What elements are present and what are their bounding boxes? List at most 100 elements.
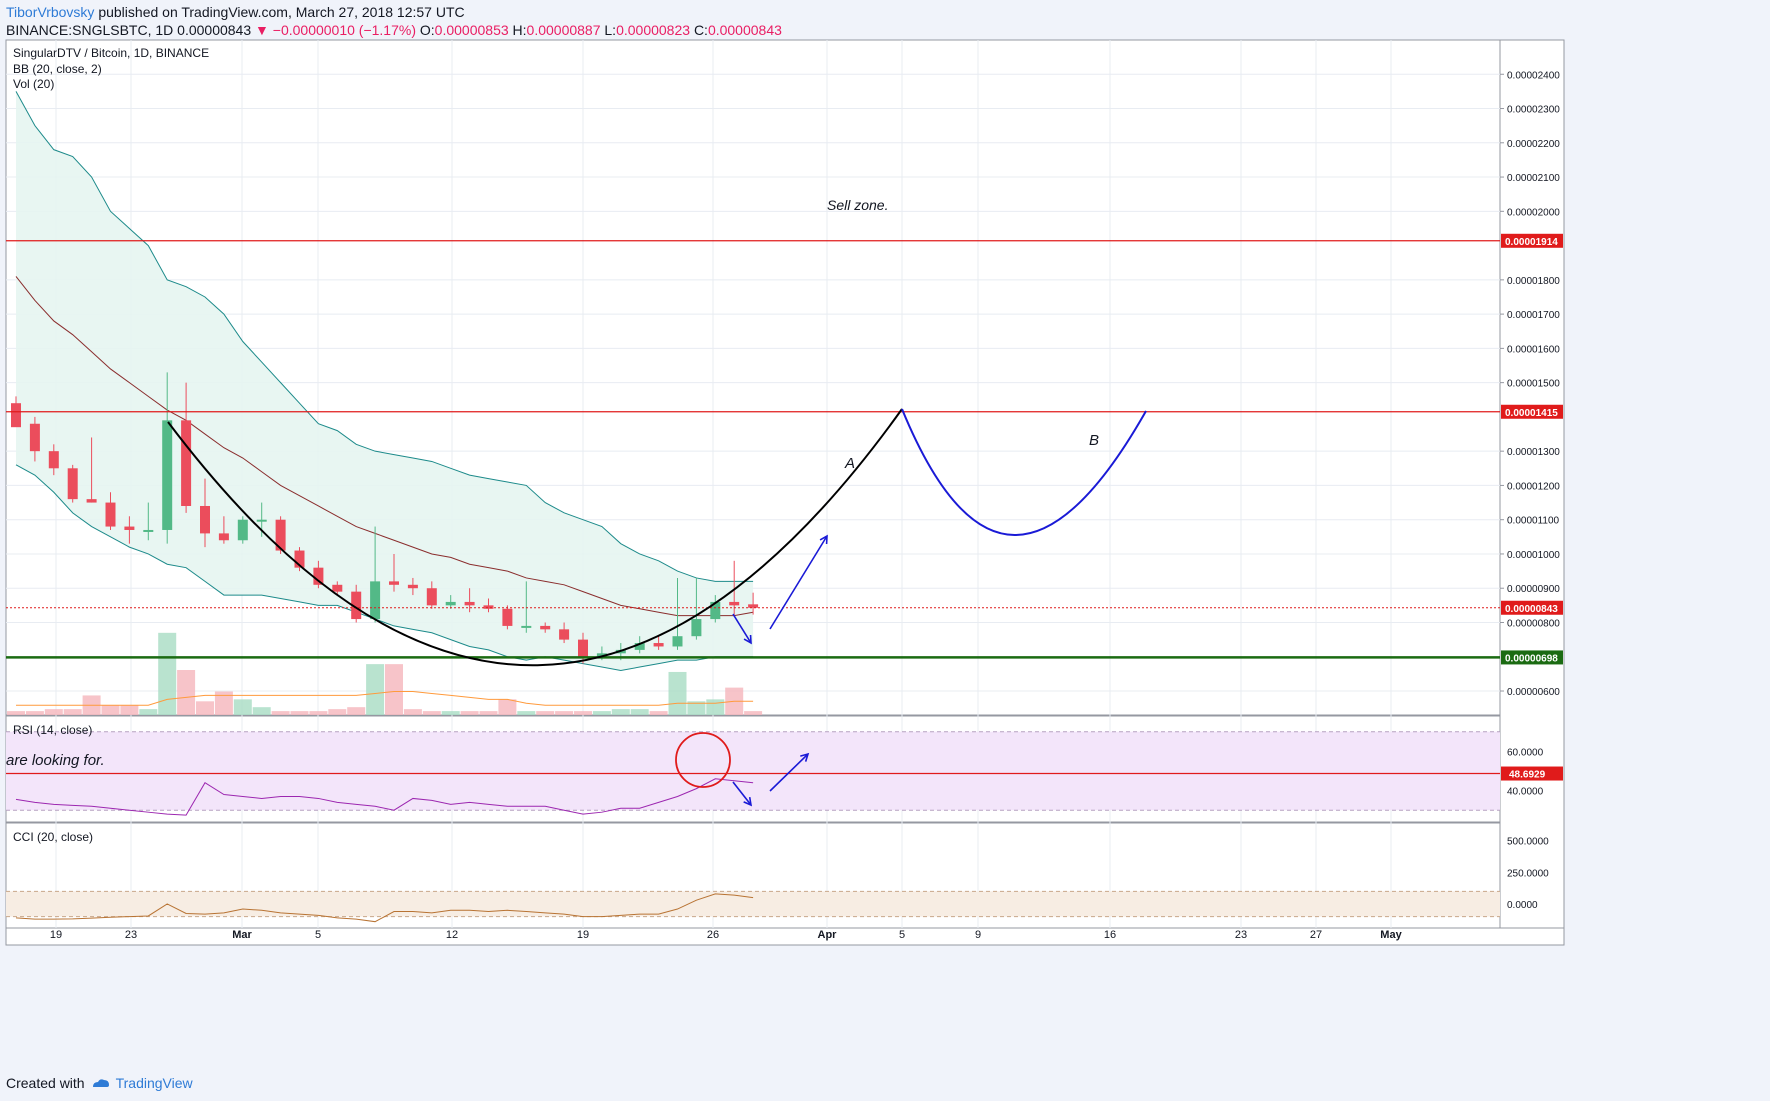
- volume-bar: [630, 709, 649, 715]
- x-tick-label: Apr: [818, 929, 838, 941]
- symbol-label: BINANCE:SNGLSBTC, 1D: [6, 22, 174, 38]
- volume-bar: [536, 711, 555, 715]
- rsi-current-label: 48.6929: [1509, 770, 1546, 781]
- y-tick-label: 0.00001600: [1507, 344, 1560, 355]
- tradingview-brand[interactable]: TradingView: [91, 1075, 193, 1091]
- x-tick-label: Mar: [232, 929, 252, 941]
- candle-body: [351, 591, 362, 620]
- candle-body: [748, 604, 759, 608]
- cci-band-fill: [6, 891, 1500, 917]
- y-tick-label: 0.00000800: [1507, 618, 1560, 629]
- x-tick-label: May: [1380, 929, 1402, 941]
- y-tick-label: 0.00001100: [1507, 516, 1560, 527]
- volume-bar: [385, 664, 403, 715]
- rsi-arrow-down: [732, 781, 752, 806]
- y-tick-label: 0.00001700: [1507, 310, 1560, 321]
- cup-arc-a: [167, 408, 903, 667]
- rsi-arrow-up: [769, 753, 809, 792]
- candle-body: [143, 529, 154, 532]
- volume-bar: [403, 709, 422, 715]
- price-label: 0.00001914: [1505, 237, 1558, 248]
- candle-body: [483, 605, 494, 609]
- volume-bar: [328, 709, 347, 715]
- price-label: 0.00000843: [1505, 604, 1558, 615]
- arrow-down-head: [743, 634, 752, 645]
- volume-bar: [25, 711, 44, 715]
- rsi-overlay-text: are looking for.: [6, 752, 105, 769]
- x-tick-label: 23: [125, 929, 137, 941]
- y-tick-label: 0.00001000: [1507, 550, 1560, 561]
- candle-body: [672, 636, 683, 647]
- y-tick-label: 0.00002300: [1507, 105, 1560, 116]
- volume-bar: [290, 711, 309, 715]
- y-tick-label: 0.00002100: [1507, 173, 1560, 184]
- volume-bar: [233, 699, 252, 715]
- candle-body: [275, 519, 286, 551]
- open-label: O:: [419, 22, 435, 38]
- tradingview-cloud-icon: [92, 1079, 109, 1087]
- candle-body: [29, 423, 40, 452]
- arrow-up: [769, 535, 828, 630]
- volume-bar: [422, 711, 441, 715]
- x-tick-label: 27: [1310, 929, 1322, 941]
- x-tick-label: 9: [975, 929, 981, 941]
- x-tick-label: 12: [446, 929, 458, 941]
- x-tick-label: 19: [50, 929, 62, 941]
- candle-body: [729, 601, 740, 606]
- volume-bar: [366, 664, 385, 715]
- volume-ma-line: [16, 691, 754, 706]
- low-label: L:: [604, 22, 617, 38]
- x-tick-label: 19: [577, 929, 589, 941]
- volume-bar: [271, 711, 290, 715]
- volume-bar: [668, 671, 687, 715]
- volume-bar: [44, 709, 63, 715]
- volume-bar: [592, 711, 611, 715]
- candle-body: [162, 420, 173, 530]
- volume-bar: [498, 699, 517, 715]
- bb-upper-line: [15, 91, 754, 582]
- volume-bar: [479, 711, 498, 715]
- publish-info: published on TradingView.com, March 27, …: [98, 4, 465, 20]
- x-tick-label: 5: [899, 929, 905, 941]
- volume-bar: [706, 699, 725, 715]
- author-link[interactable]: TiborVrbovsky: [6, 4, 95, 20]
- candle-body: [332, 584, 343, 592]
- candle-body: [370, 581, 381, 620]
- price-pane-title: SingularDTV / Bitcoin, 1D, BINANCE: [13, 46, 209, 60]
- close-value: 0.00000843: [707, 22, 782, 38]
- candle-body: [256, 519, 267, 522]
- candle-body: [67, 468, 78, 500]
- candle-body: [540, 625, 551, 630]
- x-tick-label: 23: [1235, 929, 1247, 941]
- candle-body: [634, 643, 645, 650]
- volume-bar: [7, 711, 25, 715]
- volume-bar: [441, 711, 460, 715]
- candle-body: [237, 519, 248, 541]
- volume-bar: [649, 711, 668, 715]
- rsi-arrow-down-head: [743, 796, 753, 807]
- x-tick-label: 5: [315, 929, 321, 941]
- volume-bar: [460, 711, 479, 715]
- cci-tick-label: 0.0000: [1507, 900, 1538, 911]
- down-arrow-icon: ▼: [255, 22, 269, 38]
- y-tick-label: 0.00000900: [1507, 584, 1560, 595]
- candle-body: [464, 601, 475, 606]
- close-label: C:: [693, 22, 708, 38]
- candle-body: [389, 581, 399, 585]
- bb-lower-line: [15, 464, 754, 671]
- sell-zone-label: Sell zone.: [827, 197, 888, 213]
- price-label-bg: [1501, 600, 1563, 615]
- cci-title: CCI (20, close): [13, 830, 93, 844]
- label-a: A: [844, 455, 855, 472]
- rsi-band-fill: [6, 731, 1500, 811]
- cci-line: [15, 893, 754, 923]
- rsi-title: RSI (14, close): [13, 723, 92, 737]
- high-label: H:: [512, 22, 527, 38]
- candle-body: [200, 505, 210, 534]
- volume-bar: [555, 711, 574, 715]
- x-tick-label: 16: [1104, 929, 1116, 941]
- rsi-arrow-up-head: [800, 752, 810, 762]
- ohlc-line: BINANCE:SNGLSBTC, 1D 0.00000843 ▼ −0.000…: [6, 22, 782, 38]
